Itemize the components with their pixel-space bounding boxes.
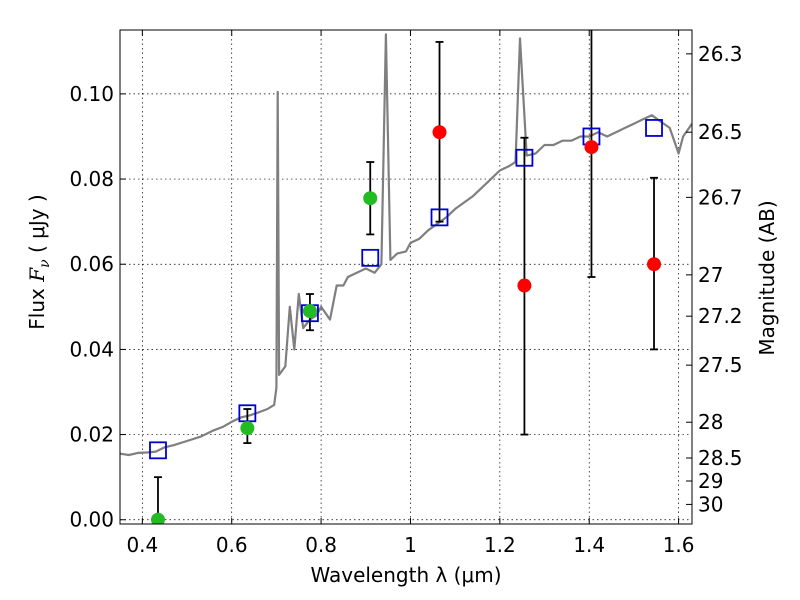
x-tick-label: 0.6 — [216, 533, 248, 557]
optical-photometry-point — [240, 421, 255, 436]
y-axis-ticks: 0.00 0.02 0.04 0.06 0.08 0.10 — [69, 82, 126, 532]
right-axis-label: Magnitude (AB) — [755, 200, 779, 355]
x-axis-ticks: 0.4 0.6 0.8 1 1.2 1.4 1.6 — [126, 30, 695, 557]
optical-photometry-point — [363, 191, 378, 206]
optical-photometry-point — [150, 512, 165, 524]
y-tick-label: 0.00 — [69, 508, 114, 532]
y-tick-label: 0.08 — [69, 167, 114, 191]
x-tick-label: 1.6 — [663, 533, 695, 557]
y-tick-label: 0.02 — [69, 423, 114, 447]
synthetic-photometry-square — [149, 441, 167, 460]
right-tick-label: 28 — [698, 410, 723, 434]
right-tick-label: 28.5 — [698, 446, 743, 470]
nir-photometry-point — [517, 278, 532, 293]
y-tick-label: 0.04 — [69, 337, 114, 361]
x-tick-label: 0.4 — [126, 533, 158, 557]
y-axis-label: Flux Fν ( μJy ) — [25, 194, 53, 329]
synthetic-photometry-square — [515, 148, 534, 167]
x-tick-label: 1.2 — [484, 533, 516, 557]
nir-photometry-point — [647, 257, 662, 272]
synthetic-photometry-square — [430, 208, 449, 227]
y-tick-label: 0.06 — [69, 252, 114, 276]
x-tick-label: 0.8 — [305, 533, 337, 557]
model-spectrum-line — [120, 33, 692, 457]
synthetic-photometry-square — [361, 248, 380, 267]
nir-photometry-point — [432, 125, 447, 140]
right-tick-label: 26.7 — [698, 185, 743, 209]
grid-lines — [120, 30, 692, 524]
right-tick-label: 27 — [698, 263, 723, 287]
right-tick-label: 26.5 — [698, 120, 743, 144]
synthetic-photometry-square — [645, 119, 663, 137]
right-tick-label: 27.5 — [698, 353, 743, 377]
x-tick-label: 1.4 — [573, 533, 605, 557]
right-tick-label: 29 — [698, 469, 723, 493]
x-axis-label: Wavelength λ (μm) — [310, 563, 501, 587]
plot-frame — [119, 29, 693, 525]
optical-photometry-point — [302, 304, 317, 319]
right-tick-label: 27.2 — [698, 304, 743, 328]
model-spectrum-group — [120, 33, 692, 457]
right-tick-label: 26.3 — [698, 42, 743, 66]
nir-photometry-point — [584, 140, 599, 155]
right-tick-label: 30 — [698, 492, 723, 516]
y-tick-label: 0.10 — [69, 82, 114, 106]
photometry-points-group — [149, 30, 663, 524]
x-tick-label: 1 — [404, 533, 417, 557]
